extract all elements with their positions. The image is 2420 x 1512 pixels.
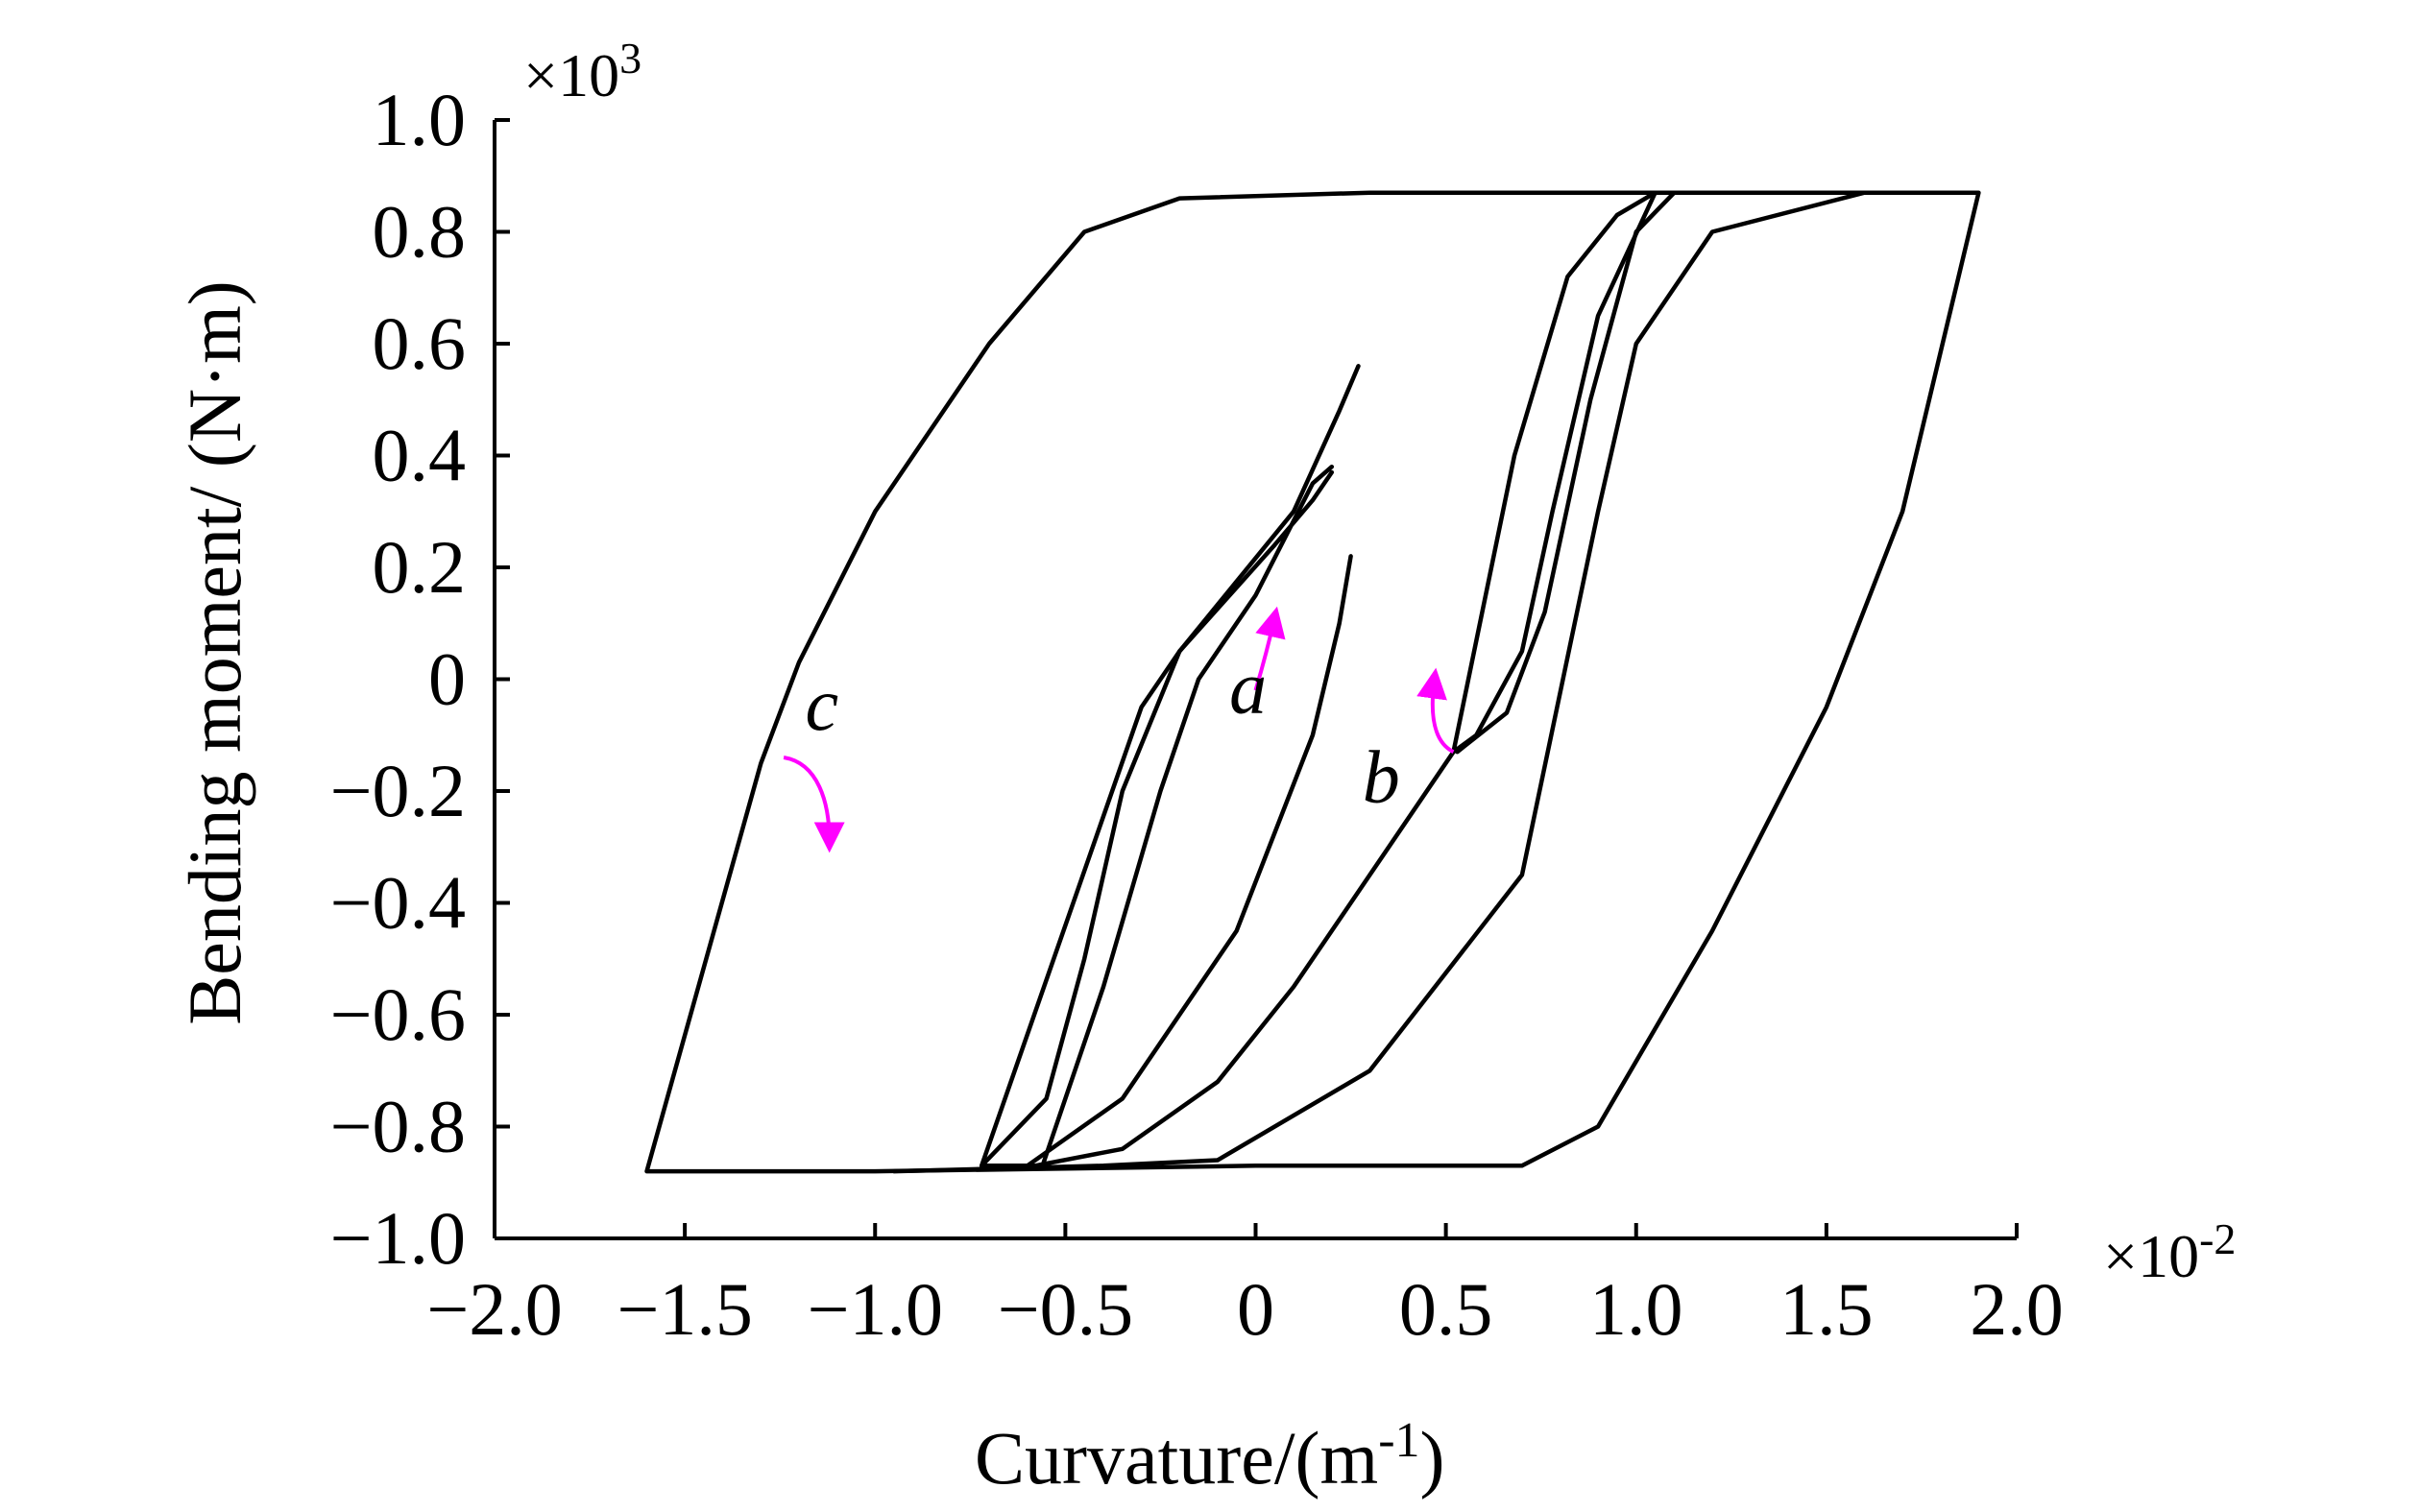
arrow-a bbox=[1253, 606, 1286, 691]
arrow-c bbox=[783, 756, 845, 853]
hysteresis-loop-8 bbox=[891, 190, 1867, 1174]
x-axis-title: Curvature/(m-1) bbox=[975, 1413, 1445, 1500]
x-tick-label: 0 bbox=[1237, 1267, 1274, 1351]
hysteresis-curves bbox=[644, 190, 1981, 1174]
x-tick-label: 1.0 bbox=[1589, 1267, 1683, 1351]
x-tick-label: −1.5 bbox=[617, 1267, 753, 1351]
y-tick-label: −0.8 bbox=[330, 1085, 467, 1168]
annotation-c: c bbox=[805, 662, 838, 746]
annotations: a b c bbox=[805, 645, 1399, 818]
x-tick-label: 0.5 bbox=[1399, 1267, 1493, 1351]
x-tick-label: 1.5 bbox=[1779, 1267, 1874, 1351]
y-tick-label: −1.0 bbox=[330, 1196, 467, 1280]
y-tick-label: 0 bbox=[428, 637, 466, 721]
x-tick-label: −0.5 bbox=[998, 1267, 1134, 1351]
y-tick-label: 0.4 bbox=[373, 414, 467, 497]
y-axis-title: Bending moment/ (N·m) bbox=[173, 280, 256, 1025]
y-tick-label: 1.0 bbox=[373, 78, 467, 161]
x-tick-label: 2.0 bbox=[1970, 1267, 2064, 1351]
arrow-b bbox=[1416, 667, 1455, 754]
y-tick-label: −0.4 bbox=[330, 861, 467, 945]
y-tick-label: 0.2 bbox=[373, 525, 467, 609]
y-tick-label: 0.8 bbox=[373, 190, 467, 274]
x-tick-label: −1.0 bbox=[808, 1267, 944, 1351]
y-multiplier: ×103 bbox=[523, 34, 641, 109]
hysteresis-loop-7 bbox=[1025, 554, 1353, 1168]
annotation-b: b bbox=[1363, 735, 1400, 819]
y-tick-label: −0.6 bbox=[330, 972, 467, 1056]
x-tick-label: −2.0 bbox=[426, 1267, 563, 1351]
hysteresis-loop-3 bbox=[979, 364, 1361, 1168]
hysteresis-loop-1 bbox=[644, 190, 1981, 1174]
x-multiplier: ×10-2 bbox=[2103, 1214, 2236, 1290]
y-tick-label: 0.6 bbox=[373, 301, 467, 385]
direction-arrows bbox=[783, 606, 1455, 853]
hysteresis-loop-6 bbox=[1032, 749, 1456, 1168]
ticks: −2.0 −1.5 −1.0 −0.5 0 0.5 1.0 1.5 2.0 1.0 0.8 0.6 0.… bbox=[330, 78, 2064, 1351]
hysteresis-loop-5 bbox=[1455, 190, 1677, 755]
hysteresis-loop-4 bbox=[1451, 190, 1658, 755]
y-tick-label: −0.2 bbox=[330, 749, 467, 832]
annotation-a: a bbox=[1229, 645, 1267, 729]
